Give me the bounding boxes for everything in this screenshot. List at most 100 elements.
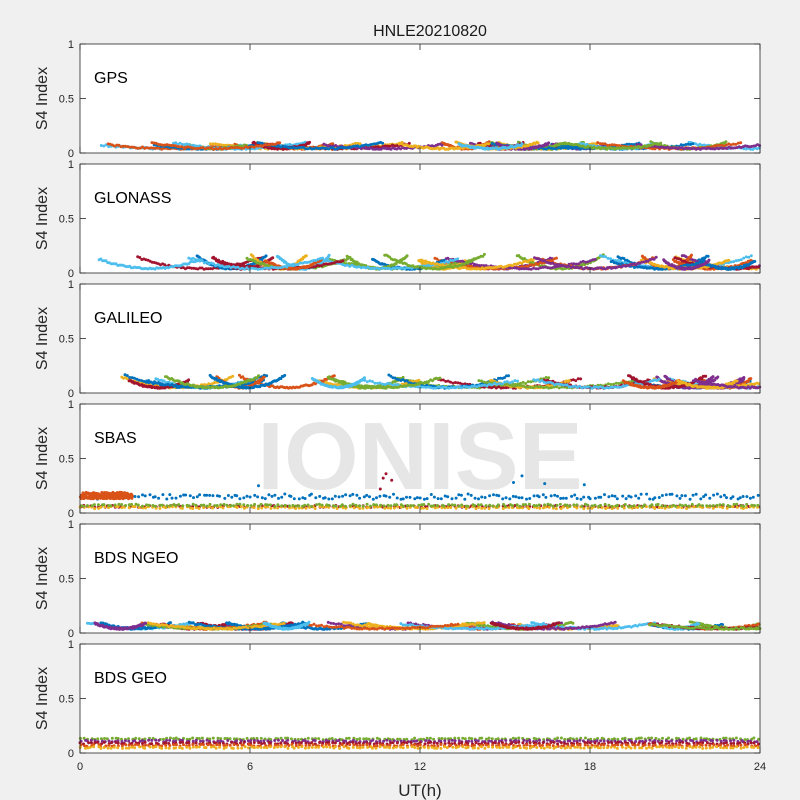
data-point [536,141,540,145]
y-tick-label: 0.5 [59,214,74,226]
data-point [737,258,741,262]
data-point [446,260,450,264]
data-point [327,253,331,257]
data-point [521,380,525,384]
data-point [753,259,757,263]
y-tick-label: 1 [68,39,74,51]
data-point [386,144,390,148]
data-point [744,255,748,259]
data-point [211,142,215,146]
data-point [707,258,711,262]
data-point [579,377,583,381]
data-point [200,259,204,263]
data-point [616,259,620,263]
data-point [742,256,746,260]
data-point [749,254,753,258]
data-point [547,376,551,380]
data-point [561,146,565,150]
data-point [526,380,530,384]
data-point [156,146,159,150]
data-point [531,258,535,262]
data-points [99,140,762,151]
data-point [391,143,394,147]
data-point [278,141,282,145]
panel-label: GLONASS [94,190,171,207]
data-point [604,255,607,259]
data-point [739,141,743,145]
data-point [216,142,220,146]
data-point [524,382,528,385]
data-point [689,143,693,146]
data-point [682,143,685,147]
data-point [571,146,575,150]
data-point [542,147,546,151]
data-point [578,147,582,151]
data-point [407,141,411,145]
data-point [529,380,533,384]
data-point [482,252,486,256]
panel-label: GPS [94,70,128,87]
data-point [544,376,548,379]
axes-background [80,164,760,273]
data-point [224,143,227,147]
data-point [554,147,558,151]
data-point [566,144,570,148]
data-point [107,145,111,149]
data-point [99,144,103,147]
data-point [758,144,762,148]
data-point [125,374,129,378]
data-point [395,144,399,148]
data-point [308,140,312,144]
data-point [684,143,688,146]
data-point [691,142,695,146]
data-point [556,146,560,150]
data-point [706,254,710,258]
data-point [564,146,568,150]
data-point [388,144,392,148]
data-point [632,143,636,146]
data-point [724,140,728,144]
data-point [102,144,106,148]
data-point [700,143,704,147]
y-tick-label: 0.5 [59,94,74,106]
data-point [520,142,524,146]
data-point [547,141,551,145]
data-point [694,142,697,146]
data-point [271,256,275,260]
data-point [393,144,397,148]
data-point [734,259,738,263]
y-axis-label: S4 Index [34,67,51,130]
data-point [552,147,555,151]
data-point [381,141,385,145]
data-point [627,142,631,146]
data-point [487,142,491,146]
data-point [231,374,235,378]
data-point [187,378,191,382]
axes-background [80,44,760,153]
data-point [151,146,155,150]
data-point [214,142,217,146]
data-point [749,377,753,381]
data-point [544,147,548,151]
data-point [574,379,578,383]
data-point [554,256,558,260]
data-point [209,142,212,146]
data-point [749,147,753,151]
data-point [304,254,308,258]
data-point [574,146,577,150]
figure-title: HNLE20210820 [373,23,487,40]
data-point [686,142,690,146]
data-point [490,142,494,145]
data-point [756,265,760,269]
data-point [690,253,693,257]
data-point [123,144,127,148]
data-point [117,143,121,147]
data-point [549,146,553,150]
data-point [128,145,132,149]
data-point [569,146,573,150]
data-point [264,254,268,258]
